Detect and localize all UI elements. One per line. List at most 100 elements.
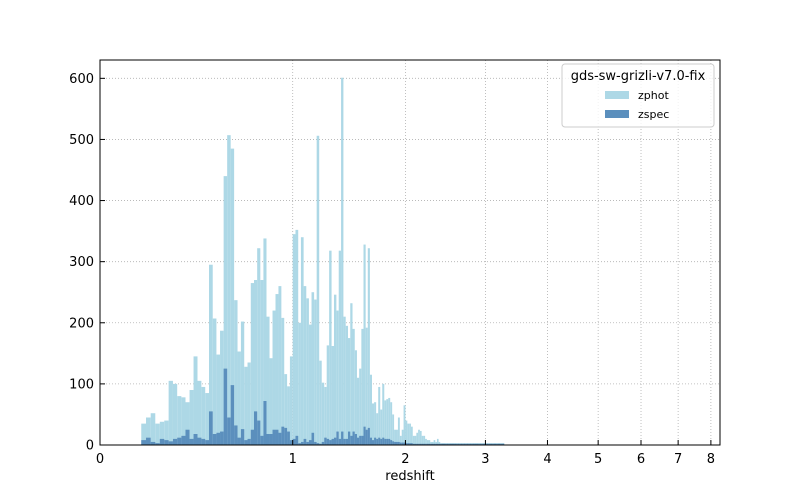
x-tick-label: 8 <box>707 452 715 467</box>
zspec-bar <box>412 443 415 445</box>
zphot-bar <box>321 382 325 445</box>
zspec-bar <box>386 438 389 445</box>
legend-swatch-zphot <box>605 91 629 99</box>
y-axis-ticks: 0 100 200 300 400 500 600 <box>69 72 105 454</box>
x-tick-label: 1 <box>289 452 297 467</box>
legend-label-zspec: zspec <box>638 108 669 121</box>
zspec-bar <box>463 443 466 445</box>
zphot-bar <box>403 405 406 445</box>
zspec-bar <box>486 443 489 445</box>
zphot-bar <box>376 413 379 445</box>
zspec-bar <box>278 432 282 445</box>
zspec-bar <box>250 429 254 445</box>
zphot-bar <box>407 423 410 445</box>
zphot-bar <box>431 441 434 445</box>
zphot-bar <box>367 248 370 445</box>
zspec-bar <box>369 437 372 445</box>
zphot-bar <box>316 135 320 445</box>
zspec-bar <box>300 441 304 445</box>
zphot-bar <box>390 402 393 445</box>
zspec-bar <box>234 425 238 445</box>
zspec-bar <box>223 368 228 445</box>
zspec-bar <box>396 441 398 445</box>
zspec-bar <box>409 443 411 445</box>
zphot-bar <box>201 386 206 445</box>
zspec-bar <box>230 385 235 445</box>
zspec-bar <box>428 443 431 445</box>
zspec-bar <box>263 401 267 445</box>
zphot-bar <box>247 362 251 445</box>
zspec-bar <box>484 443 486 445</box>
zphot-bar <box>414 435 417 445</box>
zphot-bar <box>378 386 381 445</box>
zphot-bar <box>197 380 202 445</box>
zspec-bar <box>326 438 330 445</box>
zspec-bar <box>333 437 337 445</box>
zspec-bar <box>431 443 434 445</box>
zphot-bar <box>234 300 238 445</box>
x-tick-label: 7 <box>674 452 682 467</box>
zspec-bar <box>341 431 344 445</box>
zspec-bar <box>397 441 400 445</box>
zspec-bar <box>181 435 186 445</box>
zphot-bar <box>394 429 397 445</box>
zphot-bar <box>164 420 169 445</box>
zphot-bar <box>345 325 348 445</box>
zphot-bar <box>257 248 261 445</box>
y-tick-label: 200 <box>69 316 94 331</box>
zphot-bar <box>396 429 398 445</box>
zphot-bar <box>365 327 368 445</box>
zphot-bar <box>250 283 254 445</box>
zspec-bar <box>168 441 173 445</box>
zphot-bar <box>306 298 309 445</box>
legend-box <box>561 63 715 128</box>
zphot-bar <box>208 264 213 445</box>
zspec-bar <box>441 443 444 445</box>
zspec-bar <box>438 443 441 445</box>
zspec-bar <box>316 443 320 445</box>
zspec-bar <box>311 432 315 445</box>
zspec-bar <box>475 443 477 445</box>
zspec-bar <box>319 443 322 445</box>
zspec-bar <box>185 429 190 445</box>
zphot-bar <box>347 338 351 445</box>
zphot-bar <box>185 402 190 445</box>
zphot-bar <box>230 148 235 445</box>
zspec-bar <box>212 434 217 445</box>
zspec-bar <box>155 443 160 445</box>
zspec-bar <box>284 427 288 445</box>
zphot-bar <box>416 432 419 445</box>
zspec-bar <box>392 441 395 445</box>
zphot-bar <box>289 356 293 445</box>
zspec-bar <box>298 443 301 445</box>
zspec-bar <box>492 443 494 445</box>
legend-swatch-zspec <box>605 110 629 118</box>
zphot-bar <box>141 423 147 445</box>
zphot-bars <box>141 77 505 445</box>
zphot-bar <box>314 299 317 445</box>
zspec-bar <box>172 438 178 445</box>
zspec-bar <box>494 443 497 445</box>
zphot-bar <box>266 316 270 445</box>
zspec-bar <box>272 429 276 445</box>
zspec-bar <box>423 443 426 445</box>
zspec-bar <box>164 440 169 445</box>
zspec-bar <box>374 437 377 445</box>
zphot-bar <box>159 421 165 445</box>
zphot-bar <box>374 402 377 445</box>
zspec-bar <box>410 443 413 445</box>
zspec-bar <box>378 437 381 445</box>
zphot-bar <box>331 346 334 445</box>
zphot-bar <box>244 366 248 445</box>
zspec-bar <box>401 442 404 445</box>
zphot-bar <box>433 440 436 445</box>
zphot-bar <box>384 400 387 445</box>
zphot-bar <box>220 330 224 445</box>
zspec-bar <box>472 443 475 445</box>
zspec-bar <box>445 443 447 445</box>
zspec-bar <box>193 434 198 445</box>
zspec-bar <box>295 435 299 445</box>
zspec-bar <box>347 431 351 445</box>
